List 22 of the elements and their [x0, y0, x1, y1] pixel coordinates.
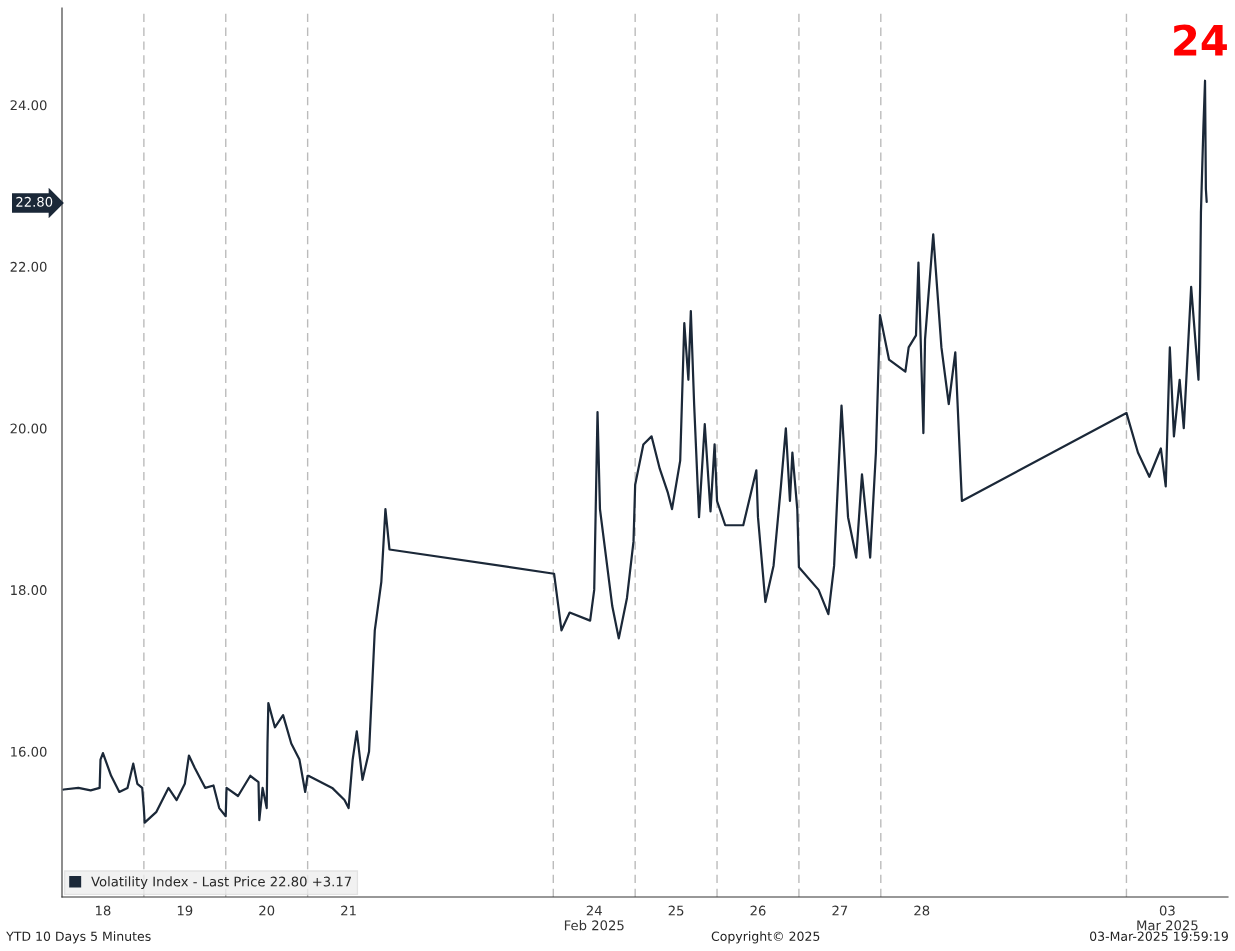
text: Copyright© 2025 — [711, 931, 820, 944]
line-series — [62, 79, 1208, 824]
x-tick-label: 26 — [750, 905, 766, 916]
x-tick-label: 27 — [832, 905, 848, 916]
y-tick-label: 16.00 — [11, 746, 47, 757]
annotation: 24 — [1174, 24, 1227, 56]
x-tick-label: 18 — [95, 905, 111, 916]
y-tick-label: 22.00 — [10, 261, 47, 272]
y-tick-label: 20.00 — [10, 423, 47, 434]
text: 22.80 — [16, 196, 53, 207]
text: YTD 10 Days 5 Minutes — [6, 931, 151, 944]
y-tick-label: 24.00 — [10, 100, 47, 111]
text: 03-Mar-2025 19:59:19 — [1090, 931, 1228, 941]
x-tick-label: 25 — [668, 905, 684, 916]
x-tick-label: 28 — [914, 905, 930, 916]
legend-label: Volatility Index - Last Price 22.80 +3.17 — [91, 876, 352, 890]
x-tick-label: 03 Mar 2025 — [1137, 905, 1198, 931]
x-tick-label: 24 Feb 2025 — [564, 905, 624, 931]
x-tick-label: 21 — [341, 905, 356, 916]
x-tick-label: 19 — [177, 905, 193, 916]
y-tick-label: 18.00 — [11, 585, 47, 596]
x-tick-label: 20 — [259, 905, 275, 916]
